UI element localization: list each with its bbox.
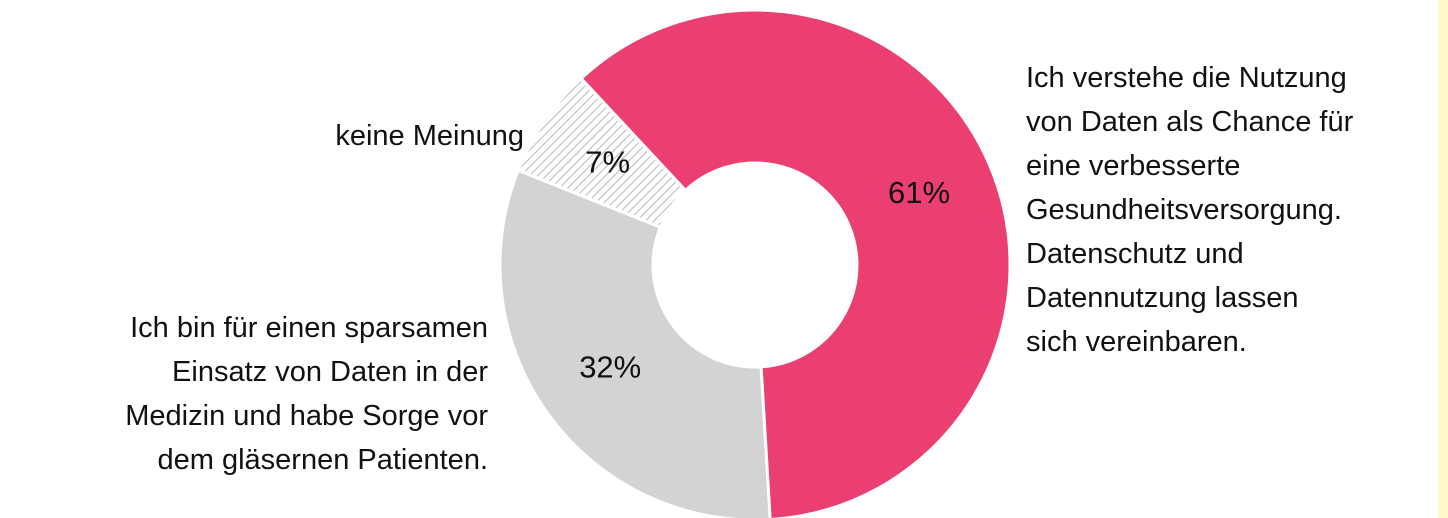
slice-label: Ich bin für einen sparsamen Einsatz von … <box>125 312 488 476</box>
value-label: 7% <box>585 144 630 179</box>
donut-slice <box>498 168 772 518</box>
donut-slice <box>516 76 688 230</box>
slice-label: Ich verstehe die Nutzung von Daten als C… <box>1026 62 1354 358</box>
value-label: 61% <box>888 175 950 210</box>
value-label: 32% <box>579 350 641 385</box>
slice-label: keine Meinung <box>335 120 524 152</box>
donut-slice <box>578 8 1012 518</box>
edge-stripe <box>1438 0 1448 518</box>
